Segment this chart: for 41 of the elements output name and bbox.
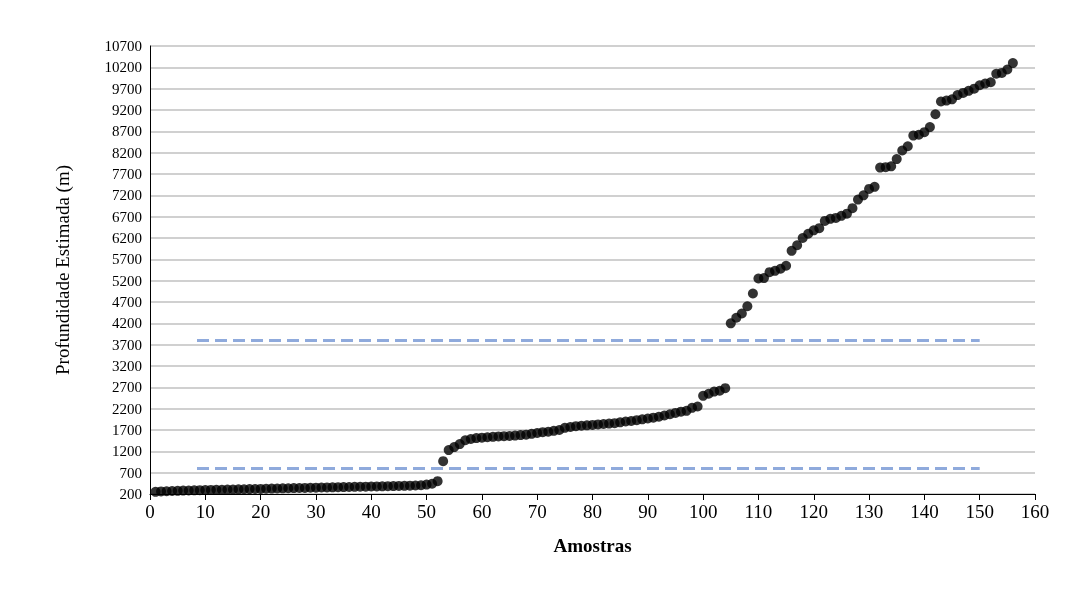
x-tick-label: 60	[472, 501, 492, 522]
y-tick-label: 200	[119, 486, 142, 502]
y-tick-label: 2200	[112, 400, 142, 417]
x-tick-label: 120	[799, 501, 828, 522]
x-tick-label: 110	[744, 501, 773, 522]
x-tick-label: 80	[583, 501, 602, 522]
y-tick-label: 6200	[112, 230, 142, 246]
y-tick-label: 1700	[112, 422, 142, 438]
y-tick-label: 9200	[112, 102, 142, 118]
x-tick-label: 160	[1020, 501, 1050, 522]
x-tick-label: 30	[306, 501, 326, 522]
y-tick-label: 3200	[112, 358, 142, 374]
y-axis-title: Profundidade Estimada (m)	[52, 164, 74, 376]
x-tick-label: 0	[145, 501, 155, 522]
x-tick-label: 140	[910, 501, 939, 522]
y-tick-label: 1200	[112, 443, 142, 460]
y-tick-label: 10700	[104, 38, 142, 54]
y-tick-label: 3700	[112, 336, 142, 353]
y-tick-label: 8700	[112, 123, 142, 140]
x-tick-label: 10	[195, 501, 215, 522]
y-tick-label: 7200	[112, 187, 142, 204]
y-tick-label: 2700	[112, 379, 142, 396]
y-tick-label: 6700	[112, 208, 142, 225]
x-tick-label: 20	[251, 501, 271, 522]
y-tick-label: 9700	[112, 80, 142, 97]
x-tick-label: 40	[361, 501, 381, 522]
x-tick-label: 50	[417, 501, 437, 522]
x-tick-label: 70	[527, 501, 547, 522]
x-tick-label: 150	[965, 501, 994, 522]
x-tick-label: 130	[854, 501, 884, 522]
y-tick-label: 7700	[112, 166, 142, 182]
y-tick-label: 8200	[112, 144, 142, 161]
x-tick-label: 100	[688, 501, 718, 522]
y-tick-label: 4700	[112, 294, 142, 310]
y-tick-label: 4200	[112, 315, 142, 332]
y-tick-label: 10200	[104, 59, 142, 76]
y-tick-label: 5200	[112, 272, 142, 289]
x-axis-title: Amostras	[553, 535, 632, 556]
x-tick-label: 90	[638, 501, 658, 522]
y-tick-label: 700	[119, 464, 142, 481]
y-tick-label: 5700	[112, 251, 142, 268]
